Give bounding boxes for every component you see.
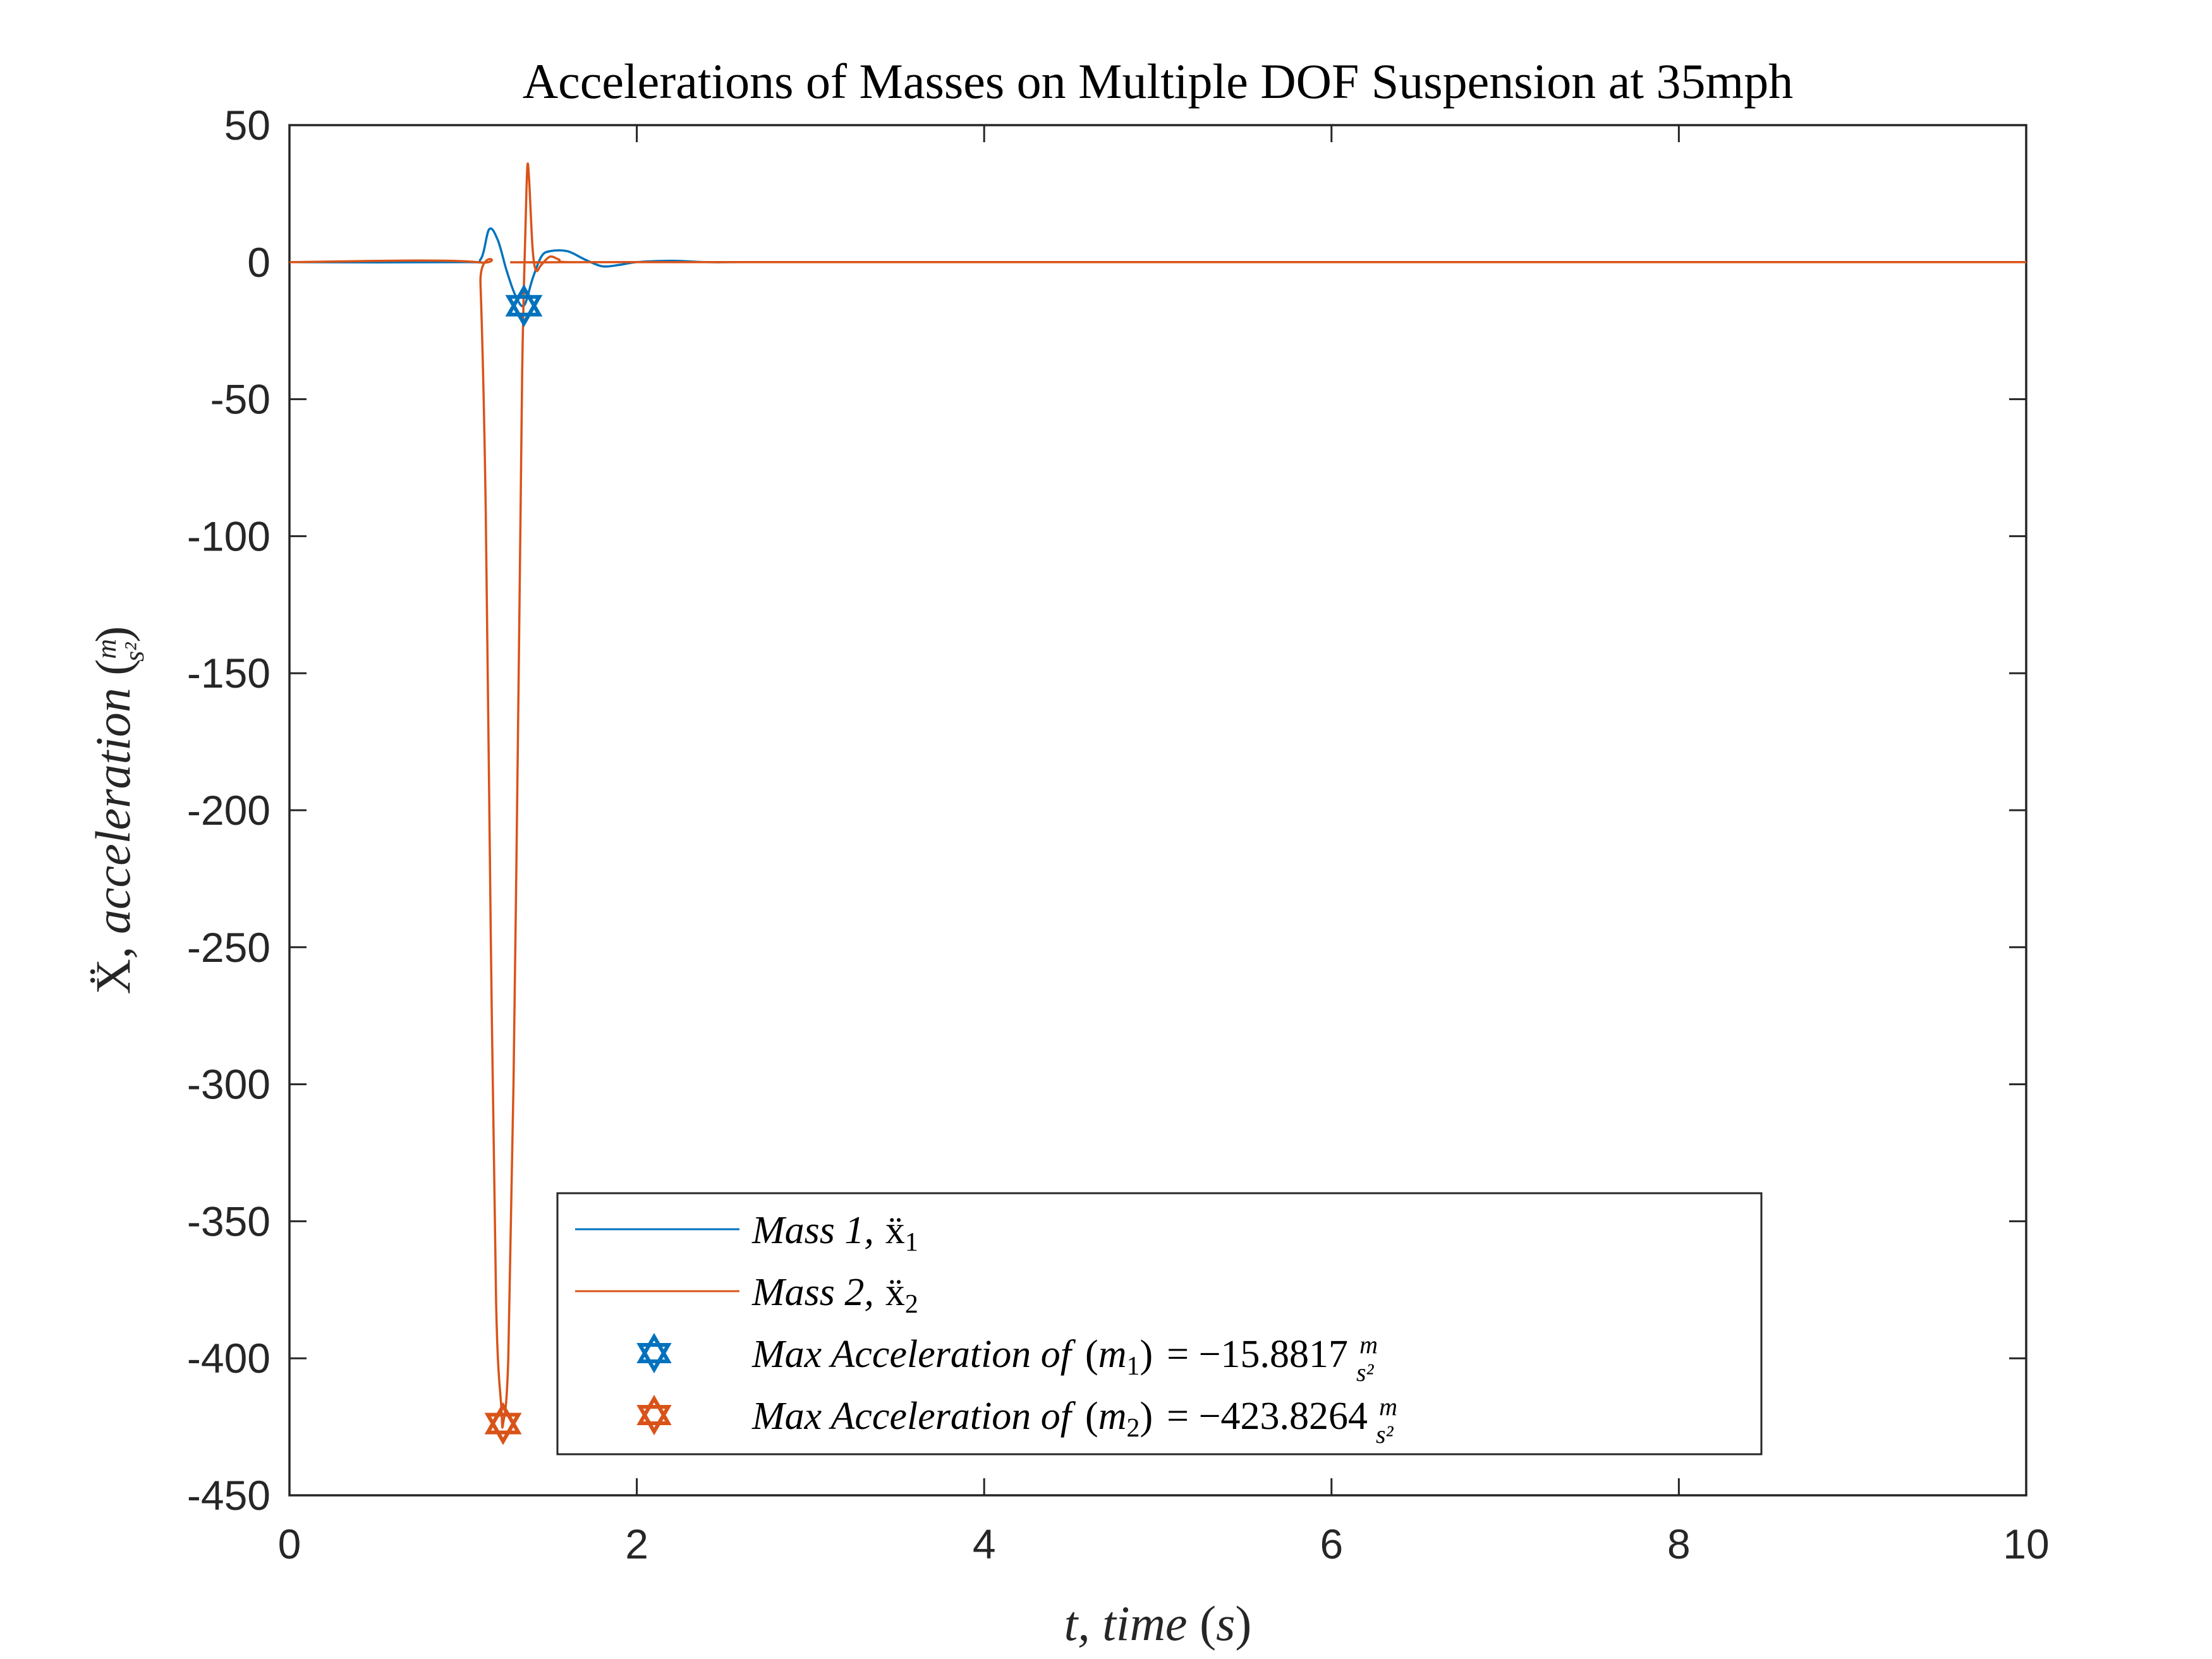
y-tick-label: -200 xyxy=(187,787,270,834)
x-tick-label: 6 xyxy=(1320,1521,1343,1567)
x-tick-label: 4 xyxy=(973,1521,996,1567)
y-axis: 50 0 -50 -100 -150 -200 -250 -300 -350 -400 -450 xyxy=(187,102,2026,1519)
legend-label-mass2: Mass 2, ẍ2 xyxy=(751,1271,918,1319)
y-axis-label: Ẍ, acceleration (ms²) xyxy=(85,626,150,995)
max-marker-m1 xyxy=(505,284,543,327)
y-tick-label: -400 xyxy=(187,1335,270,1382)
legend-star-m1 xyxy=(636,1332,672,1374)
series-group xyxy=(289,162,2026,1429)
markers-group xyxy=(484,284,543,1445)
y-tick-label: -350 xyxy=(187,1198,270,1244)
legend-marker-m1 xyxy=(636,1332,672,1374)
svg-text:Ẍ, acceleration (ms²): Ẍ, acceleration (ms²) xyxy=(85,626,150,995)
y-tick-label: 50 xyxy=(224,102,270,149)
legend-label-max-m1: Max Acceleration of (m1) = −15.8817 m s² xyxy=(751,1330,1378,1387)
chart-title: Accelerations of Masses on Multiple DOF … xyxy=(523,54,1793,109)
x-axis-label: t, time (s) xyxy=(1064,1596,1252,1651)
legend: Mass 1, ẍ1 Mass 2, ẍ2 Max Acceleration of(… xyxy=(556,1192,1763,1455)
legend-marker-m2 xyxy=(636,1394,672,1436)
y-tick-label: -150 xyxy=(187,650,270,696)
series-line-mass2 xyxy=(289,162,2026,1429)
max-marker-m2 xyxy=(484,1402,522,1445)
x-tick-label: 2 xyxy=(625,1521,648,1567)
x-tick-label: 8 xyxy=(1667,1521,1691,1567)
legend-star-m2 xyxy=(636,1394,672,1436)
x-tick-label: 10 xyxy=(2003,1521,2049,1567)
y-tick-label: -100 xyxy=(187,513,270,559)
y-tick-label: -300 xyxy=(187,1061,270,1108)
y-tick-label: -50 xyxy=(210,376,270,423)
legend-label-max-m2: Max Acceleration of (m2) = −423.8264 m s² xyxy=(751,1392,1397,1449)
legend-label-mass1: Mass 1, ẍ1 xyxy=(751,1209,918,1257)
y-tick-label: 0 xyxy=(247,239,270,286)
y-tick-label: -250 xyxy=(187,924,270,971)
x-tick-label: 0 xyxy=(278,1521,301,1567)
x-axis: 0 2 4 6 8 10 xyxy=(278,125,2050,1567)
y-tick-label: -450 xyxy=(187,1472,270,1519)
